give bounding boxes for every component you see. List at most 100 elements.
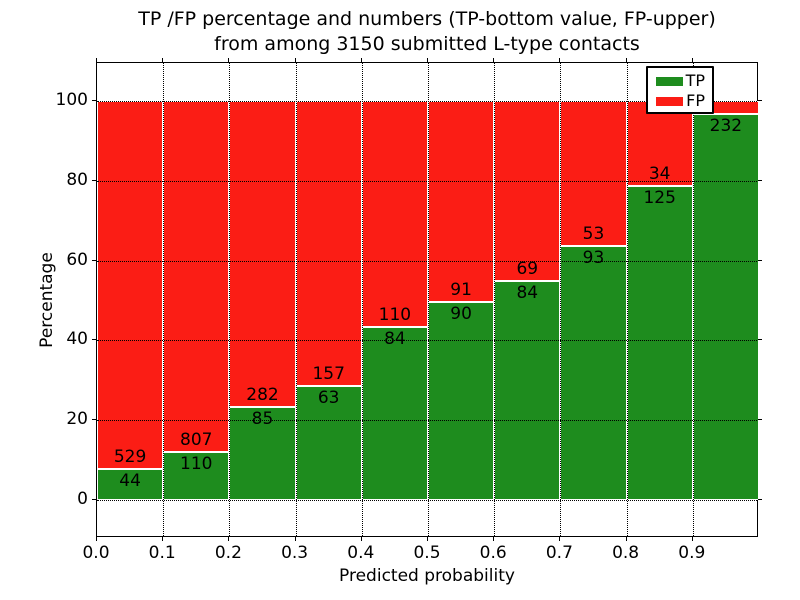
y-tick-label: 80 [66,169,88,190]
bar-fp-count: 53 [582,223,605,244]
x-tick-top [162,58,164,62]
bar-fp-count: 110 [378,305,412,326]
bar-fp-segment [428,101,495,302]
x-tick-top [427,58,428,62]
bar-tp-count: 110 [180,454,213,475]
x-tick-label: 0.7 [545,543,573,563]
gridline-vertical [560,63,562,536]
x-tick-bottom [493,537,495,541]
x-tick-top [360,58,362,62]
y-tick-left [92,339,96,341]
legend-item-tp: TP [648,71,712,91]
bar-fp-count: 91 [450,279,472,300]
plot-area: 529 44 807 110 282 85 157 63 110 84 91 90 69 84 53 93 34… [96,62,759,537]
x-tick-bottom [360,537,362,541]
gridline-horizontal [97,180,757,182]
x-tick-bottom [691,537,693,541]
bar-fp-count: 529 [113,447,147,468]
bar-fp-count: 69 [516,258,539,279]
bar-fp-segment [494,101,561,281]
chart-title-line-2: from among 3150 submitted L-type contact… [214,33,640,55]
gridline-vertical [692,63,694,536]
x-tick-top [625,58,627,62]
bar-tp-count: 84 [516,282,539,303]
legend-label-fp: FP [686,91,705,110]
x-tick-bottom [294,537,296,541]
bar-tp-segment [97,469,164,500]
bar-tp-segment [494,280,561,500]
x-tick-top [559,58,561,62]
bar-tp-segment [163,452,230,500]
y-tick-left [92,419,96,421]
x-tick-bottom [625,537,627,541]
gridline-vertical [428,63,429,536]
bar-tp-segment [692,114,759,500]
gridline-horizontal [97,420,757,422]
y-tick-right [758,100,762,101]
gridline-vertical [163,63,165,536]
chart-title-line-1: TP /FP percentage and numbers (TP-bottom… [138,8,716,30]
bar-tp-count: 232 [709,116,743,137]
bar-fp-segment [229,101,296,408]
y-tick-right [758,339,762,341]
bar-tp-segment [428,301,495,500]
x-tick-label: 0.8 [612,543,640,563]
bar-tp-count: 84 [384,329,406,350]
x-tick-label: 0.5 [413,543,441,563]
x-axis-label: Predicted probability [339,566,515,586]
gridline-vertical [361,63,363,536]
y-tick-left [92,259,96,261]
y-tick-left [92,100,96,101]
bar-fp-count: 34 [648,164,671,185]
bar-fp-segment [361,101,428,328]
y-tick-label: 60 [66,249,88,270]
bar-fp-count: 157 [312,363,345,384]
x-tick-label: 0.2 [214,543,242,563]
bar-tp-count: 90 [450,303,472,324]
gridline-vertical [494,63,496,536]
y-tick-right [758,419,762,421]
x-tick-label: 0.6 [479,543,507,563]
gridline-vertical [295,63,297,536]
bar-tp-segment [560,245,627,500]
x-tick-top [294,58,296,62]
y-tick-right [758,259,762,261]
x-tick-label: 0.1 [148,543,176,563]
gridline-horizontal [97,500,757,501]
bar-fp-segment [295,101,362,386]
y-tick-label: 40 [66,329,88,350]
y-tick-label: 20 [66,409,88,430]
gridline-horizontal [97,101,757,102]
x-tick-bottom [559,537,561,541]
x-tick-label: 0.0 [82,543,110,563]
bar-tp-count: 85 [251,409,274,430]
legend-swatch-fp-icon [656,96,683,106]
x-tick-top [691,58,693,62]
bar-tp-segment [295,385,362,500]
x-tick-bottom [427,537,428,541]
bar-tp-count: 63 [317,387,340,408]
x-tick-top [96,58,97,62]
bar-fp-count: 807 [180,430,213,451]
y-tick-right [758,179,762,181]
legend: TP FP [646,66,714,114]
x-tick-label: 0.9 [678,543,706,563]
gridline-horizontal [97,260,757,262]
y-tick-left [92,499,96,500]
gridline-vertical [626,63,628,536]
gridline-vertical [229,63,231,536]
x-tick-bottom [96,537,97,541]
x-tick-top [228,58,230,62]
x-tick-label: 0.3 [281,543,309,563]
legend-label-tp: TP [685,71,705,90]
gridline-horizontal [97,340,757,342]
y-tick-label: 0 [77,489,88,509]
bar-tp-segment [626,186,693,500]
x-tick-bottom [162,537,164,541]
bar-tp-count: 93 [582,247,605,268]
legend-item-fp: FP [648,91,712,111]
bar-tp-count: 125 [643,188,676,209]
x-tick-label: 0.4 [347,543,375,563]
y-tick-right [758,499,762,500]
